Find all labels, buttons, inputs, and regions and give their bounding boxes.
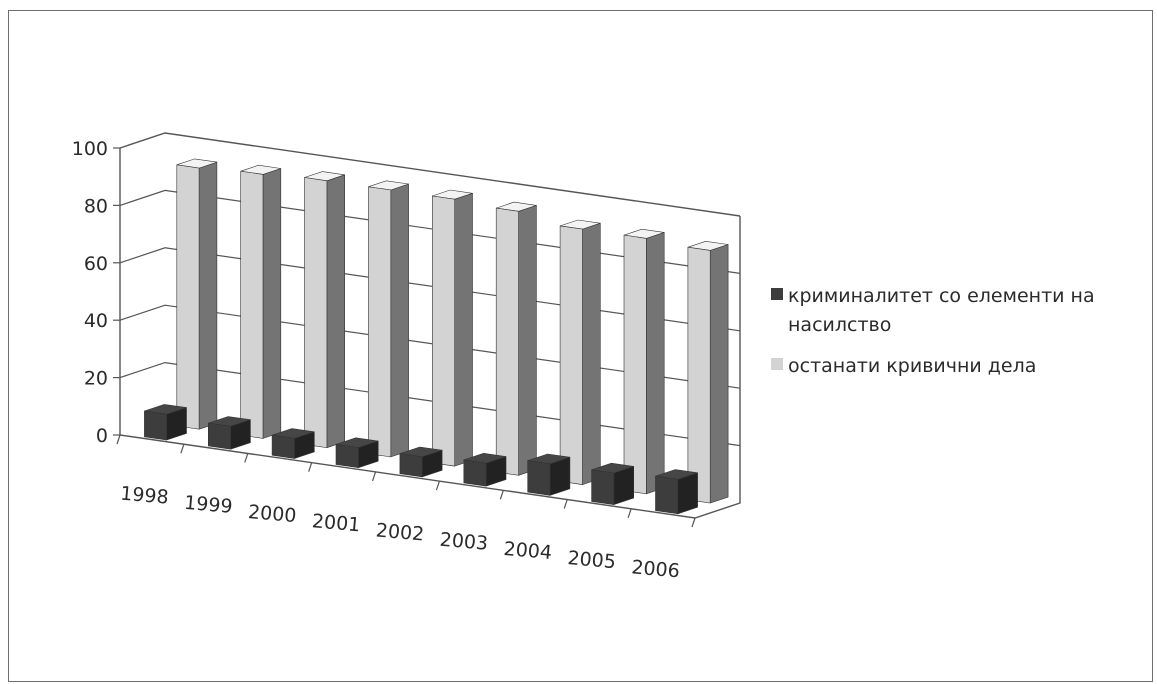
bar-side-face — [198, 161, 218, 430]
x-tick-mark — [435, 480, 441, 491]
bar-2004-series-0 — [527, 453, 571, 496]
y-tick-label: 20 — [84, 368, 108, 390]
gridline — [119, 304, 741, 389]
legend-swatch — [771, 288, 783, 300]
bar-front-face — [176, 164, 200, 430]
bar-front-face — [623, 234, 647, 495]
gridline — [119, 189, 741, 274]
x-tick-mark — [308, 462, 313, 472]
floor-edge — [119, 216, 741, 519]
x-tick-mark — [371, 471, 377, 482]
legend: криминалитет со елементи на насилство ос… — [771, 282, 1151, 393]
y-tick-label: 80 — [84, 195, 108, 217]
bar-2004-series-1 — [559, 219, 601, 486]
bar-side-face — [390, 183, 409, 458]
x-tick-label: 2006 — [631, 556, 681, 582]
bar-1998-series-1 — [176, 158, 218, 430]
legend-swatch — [771, 358, 783, 370]
x-tick-label: 2001 — [311, 510, 361, 536]
y-tick-label: 60 — [84, 253, 108, 275]
bar-1998-series-0 — [144, 404, 187, 441]
bar-1999-series-1 — [240, 164, 282, 439]
bar-2005-series-1 — [623, 228, 665, 495]
bar-2003-series-0 — [463, 452, 507, 487]
bar-front-face — [144, 410, 167, 441]
x-tick-label: 2003 — [439, 529, 489, 555]
legend-item-other-crimes: останати кривични дела — [771, 352, 1151, 381]
chart-walls — [119, 132, 741, 519]
x-tick-mark — [116, 434, 121, 445]
y-tick-label: 40 — [84, 310, 108, 332]
bar-2001-series-0 — [335, 437, 379, 469]
y-tick-label: 0 — [96, 425, 108, 447]
bar-2000-series-1 — [304, 171, 346, 449]
x-tick-label: 2000 — [247, 501, 297, 527]
bar-side-face — [518, 204, 537, 476]
bar-2000-series-0 — [271, 428, 315, 459]
bar-2002-series-0 — [399, 446, 443, 478]
x-tick-label: 1999 — [183, 492, 233, 518]
x-tick-mark — [627, 508, 632, 518]
y-tick-label: 100 — [72, 138, 108, 160]
gridline — [119, 361, 741, 447]
bar-2003-series-1 — [495, 201, 537, 476]
gridlines — [119, 189, 741, 447]
legend-label: останати кривични дела — [788, 355, 1037, 377]
bar-front-face — [463, 459, 487, 487]
bar-front-face — [304, 177, 328, 449]
y-axis-ticks: 0 20 40 60 80 100 — [72, 138, 120, 447]
x-tick-mark — [563, 499, 568, 509]
bar-front-face — [687, 246, 711, 504]
x-tick-mark — [244, 453, 249, 463]
bar-2001-series-1 — [368, 180, 409, 458]
bar-1999-series-0 — [208, 416, 251, 450]
gridline — [119, 247, 741, 332]
bar-2006-series-0 — [655, 469, 698, 515]
x-tick-mark — [499, 490, 504, 500]
bar-side-face — [262, 168, 282, 439]
x-tick-label: 2004 — [503, 538, 553, 564]
bar-front-face — [368, 186, 392, 458]
x-tick-mark — [691, 517, 696, 528]
bar-2002-series-1 — [431, 189, 473, 467]
x-tick-label: 2005 — [567, 547, 617, 573]
bar-front-face — [495, 207, 519, 476]
bar-front-face — [655, 475, 679, 515]
bar-front-face — [240, 170, 264, 439]
bar-front-face — [559, 225, 583, 485]
bar-side-face — [326, 174, 346, 449]
bar-side-face — [582, 222, 601, 486]
bar-front-face — [208, 422, 231, 450]
x-tick-mark — [180, 444, 185, 454]
bar-front-face — [527, 460, 551, 496]
legend-label: криминалитет со елементи на насилство — [788, 285, 1095, 336]
bar-side-face — [645, 231, 665, 495]
bars — [144, 158, 729, 515]
bar-front-face — [591, 469, 615, 505]
bar-2006-series-1 — [687, 240, 729, 504]
bar-2005-series-0 — [591, 462, 635, 506]
bar-side-face — [709, 244, 729, 504]
bar-side-face — [677, 472, 698, 515]
bar-side-face — [454, 192, 473, 467]
bar-front-face — [399, 453, 423, 478]
wall-top-edge — [119, 132, 741, 217]
bar-front-face — [431, 195, 456, 467]
bar-front-face — [335, 444, 359, 469]
x-axis-ticks: 1998 1999 2000 2001 2002 2003 2004 2005 2006 — [116, 434, 696, 582]
bar-front-face — [271, 434, 295, 459]
x-tick-label: 2002 — [375, 519, 425, 545]
x-tick-label: 1998 — [119, 483, 169, 509]
legend-item-violent-crime: криминалитет со елементи на насилство — [771, 282, 1151, 340]
